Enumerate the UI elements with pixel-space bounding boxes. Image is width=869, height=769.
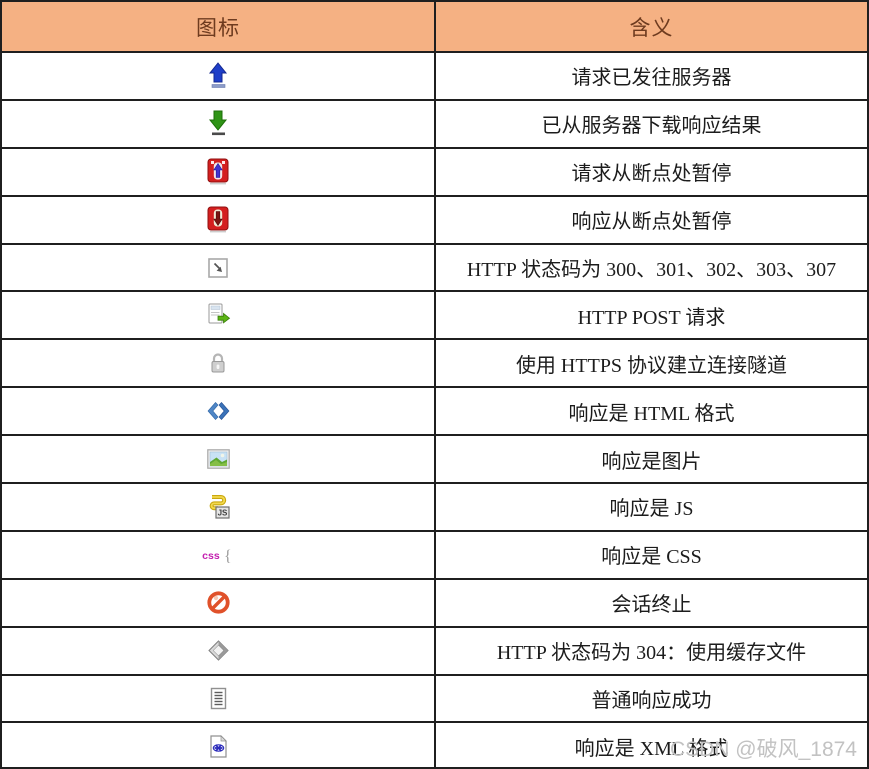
meaning-cell: HTTP POST 请求 <box>436 292 867 338</box>
session-abort-icon <box>206 590 231 615</box>
meaning-cell: 响应是 HTML 格式 <box>436 388 867 434</box>
http-post-icon <box>206 303 231 327</box>
meaning-label: 响应是 JS <box>609 498 694 521</box>
meaning-cell: HTTP 状态码为 300、301、302、303、307 <box>436 245 867 291</box>
image-response-icon <box>206 449 230 469</box>
meaning-cell: 会话终止 <box>436 580 867 626</box>
table-header-row: 图标 含义 <box>2 2 867 51</box>
icon-cell <box>2 196 436 243</box>
https-lock-icon <box>208 351 228 375</box>
icon-cell <box>2 148 436 195</box>
icon-cell <box>2 292 436 339</box>
meaning-label: 普通响应成功 <box>591 690 712 713</box>
icon-cell <box>2 723 436 769</box>
icon-cell <box>2 340 436 387</box>
svg-text:css: css <box>202 551 220 563</box>
svg-text:{: { <box>224 548 232 565</box>
icon-cell <box>2 675 436 722</box>
meaning-label: 响应是 CSS <box>601 546 702 569</box>
html-response-icon <box>205 401 232 421</box>
header-icon-column: 图标 <box>2 2 436 51</box>
response-downloaded-icon <box>206 110 230 137</box>
table-row: 响应是 XML 格式 <box>2 721 867 769</box>
header-meaning-column: 含义 <box>629 15 674 40</box>
table-row: css { 响应是 CSS <box>2 529 867 578</box>
meaning-cell: 已从服务器下载响应结果 <box>436 101 867 147</box>
meaning-label: HTTP POST 请求 <box>577 306 726 329</box>
icon-cell <box>2 100 436 147</box>
xml-response-icon <box>208 734 229 759</box>
table-row: 请求从断点处暂停 <box>2 146 867 195</box>
meaning-label: 响应从断点处暂停 <box>571 211 732 234</box>
meaning-cell: 使用 HTTPS 协议建立连接隧道 <box>436 340 867 386</box>
table-row: 使用 HTTPS 协议建立连接隧道 <box>2 338 867 387</box>
icon-cell <box>2 244 436 291</box>
response-breakpoint-icon <box>207 206 229 233</box>
meaning-label: 会话终止 <box>611 594 692 617</box>
meaning-cell: 请求已发往服务器 <box>436 53 867 99</box>
icon-cell <box>2 627 436 674</box>
table-row: 会话终止 <box>2 577 867 626</box>
meaning-label: 响应是 XML 格式 <box>574 737 729 760</box>
meaning-cell: HTTP 状态码为 304：使用缓存文件 <box>436 628 867 674</box>
meaning-label: HTTP 状态码为 304：使用缓存文件 <box>496 642 807 665</box>
meaning-label: 请求已发往服务器 <box>571 67 732 90</box>
icon-cell <box>2 388 436 435</box>
icon-cell <box>2 53 436 99</box>
css-response-icon: css { <box>200 544 236 566</box>
meaning-cell: 响应是 JS <box>436 484 867 530</box>
icon-cell: JS <box>2 484 436 530</box>
table-row: 已从服务器下载响应结果 <box>2 98 867 147</box>
table-row: HTTP POST 请求 <box>2 290 867 339</box>
table-row: 请求已发往服务器 <box>2 51 867 99</box>
meaning-cell: 响应是 XML 格式 <box>436 723 867 769</box>
meaning-label: 已从服务器下载响应结果 <box>541 115 762 138</box>
meaning-cell: 响应是图片 <box>436 436 867 482</box>
table-row: 普通响应成功 <box>2 673 867 722</box>
request-breakpoint-icon <box>207 158 229 185</box>
table-row: 响应是图片 <box>2 434 867 483</box>
meaning-cell: 响应从断点处暂停 <box>436 197 867 243</box>
request-sent-icon <box>206 62 230 89</box>
response-success-icon <box>209 687 228 710</box>
table-row: HTTP 状态码为 300、301、302、303、307 <box>2 242 867 291</box>
table-row: 响应是 HTML 格式 <box>2 386 867 435</box>
icon-cell: css { <box>2 531 436 578</box>
table-body: 请求已发往服务器 已从服务器下载响应结果 请求从断点处暂停 <box>2 51 867 769</box>
svg-text:JS: JS <box>217 509 227 518</box>
meaning-label: HTTP 状态码为 300、301、302、303、307 <box>466 259 837 281</box>
meaning-label: 响应是图片 <box>601 450 702 473</box>
icon-cell <box>2 579 436 626</box>
meaning-label: 请求从断点处暂停 <box>571 163 732 186</box>
cached-304-icon <box>207 639 230 662</box>
table-row: HTTP 状态码为 304：使用缓存文件 <box>2 625 867 674</box>
table-row: 响应从断点处暂停 <box>2 194 867 243</box>
meaning-label: 响应是 HTML 格式 <box>568 402 735 425</box>
meaning-cell: 请求从断点处暂停 <box>436 149 867 195</box>
meaning-cell: 普通响应成功 <box>436 676 867 722</box>
meaning-cell: 响应是 CSS <box>436 532 867 578</box>
meaning-label: 使用 HTTPS 协议建立连接隧道 <box>515 354 788 377</box>
icon-cell <box>2 436 436 483</box>
table-row: JS 响应是 JS <box>2 482 867 530</box>
redirect-arrow-icon <box>208 257 228 278</box>
js-response-icon: JS <box>206 493 231 520</box>
